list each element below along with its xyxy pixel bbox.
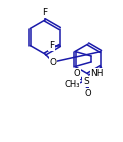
Text: O: O bbox=[85, 89, 91, 98]
Text: O: O bbox=[74, 69, 80, 78]
Text: F: F bbox=[49, 41, 54, 50]
Text: NH: NH bbox=[90, 69, 104, 78]
Text: CH₃: CH₃ bbox=[64, 80, 80, 89]
Text: F: F bbox=[42, 8, 48, 17]
Text: S: S bbox=[83, 77, 89, 86]
Text: O: O bbox=[49, 58, 56, 66]
